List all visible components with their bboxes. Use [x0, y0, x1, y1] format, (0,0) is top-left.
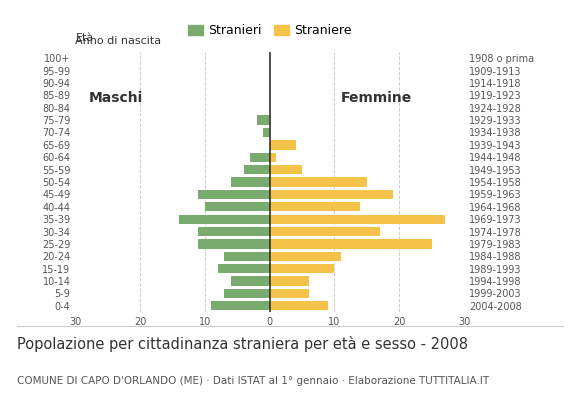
Bar	[270, 177, 367, 187]
Text: COMUNE DI CAPO D'ORLANDO (ME) · Dati ISTAT al 1° gennaio · Elaborazione TUTTITAL: COMUNE DI CAPO D'ORLANDO (ME) · Dati IST…	[17, 376, 490, 386]
Bar	[224, 252, 270, 261]
Bar	[231, 276, 270, 286]
Bar	[270, 165, 302, 174]
Bar	[205, 202, 270, 212]
Bar	[270, 152, 276, 162]
Bar	[270, 264, 335, 273]
Bar	[270, 202, 360, 212]
Bar	[218, 264, 270, 273]
Bar	[231, 177, 270, 187]
Bar	[263, 128, 270, 137]
Bar	[270, 190, 393, 199]
Bar	[270, 301, 328, 310]
Bar	[270, 239, 432, 248]
Bar	[270, 289, 309, 298]
Bar	[198, 227, 270, 236]
Bar	[224, 289, 270, 298]
Bar	[270, 276, 309, 286]
Bar	[270, 214, 445, 224]
Text: Età: Età	[75, 33, 93, 43]
Bar	[270, 227, 380, 236]
Bar	[270, 252, 341, 261]
Bar	[251, 152, 270, 162]
Text: Popolazione per cittadinanza straniera per età e sesso - 2008: Popolazione per cittadinanza straniera p…	[17, 336, 469, 352]
Text: Femmine: Femmine	[341, 91, 412, 105]
Text: Anno di nascita: Anno di nascita	[75, 36, 161, 46]
Bar	[270, 140, 296, 150]
Bar	[212, 301, 270, 310]
Bar	[198, 239, 270, 248]
Bar	[257, 116, 270, 125]
Bar	[179, 214, 270, 224]
Text: Maschi: Maschi	[88, 91, 143, 105]
Bar	[244, 165, 270, 174]
Legend: Stranieri, Straniere: Stranieri, Straniere	[183, 19, 357, 42]
Bar	[198, 190, 270, 199]
